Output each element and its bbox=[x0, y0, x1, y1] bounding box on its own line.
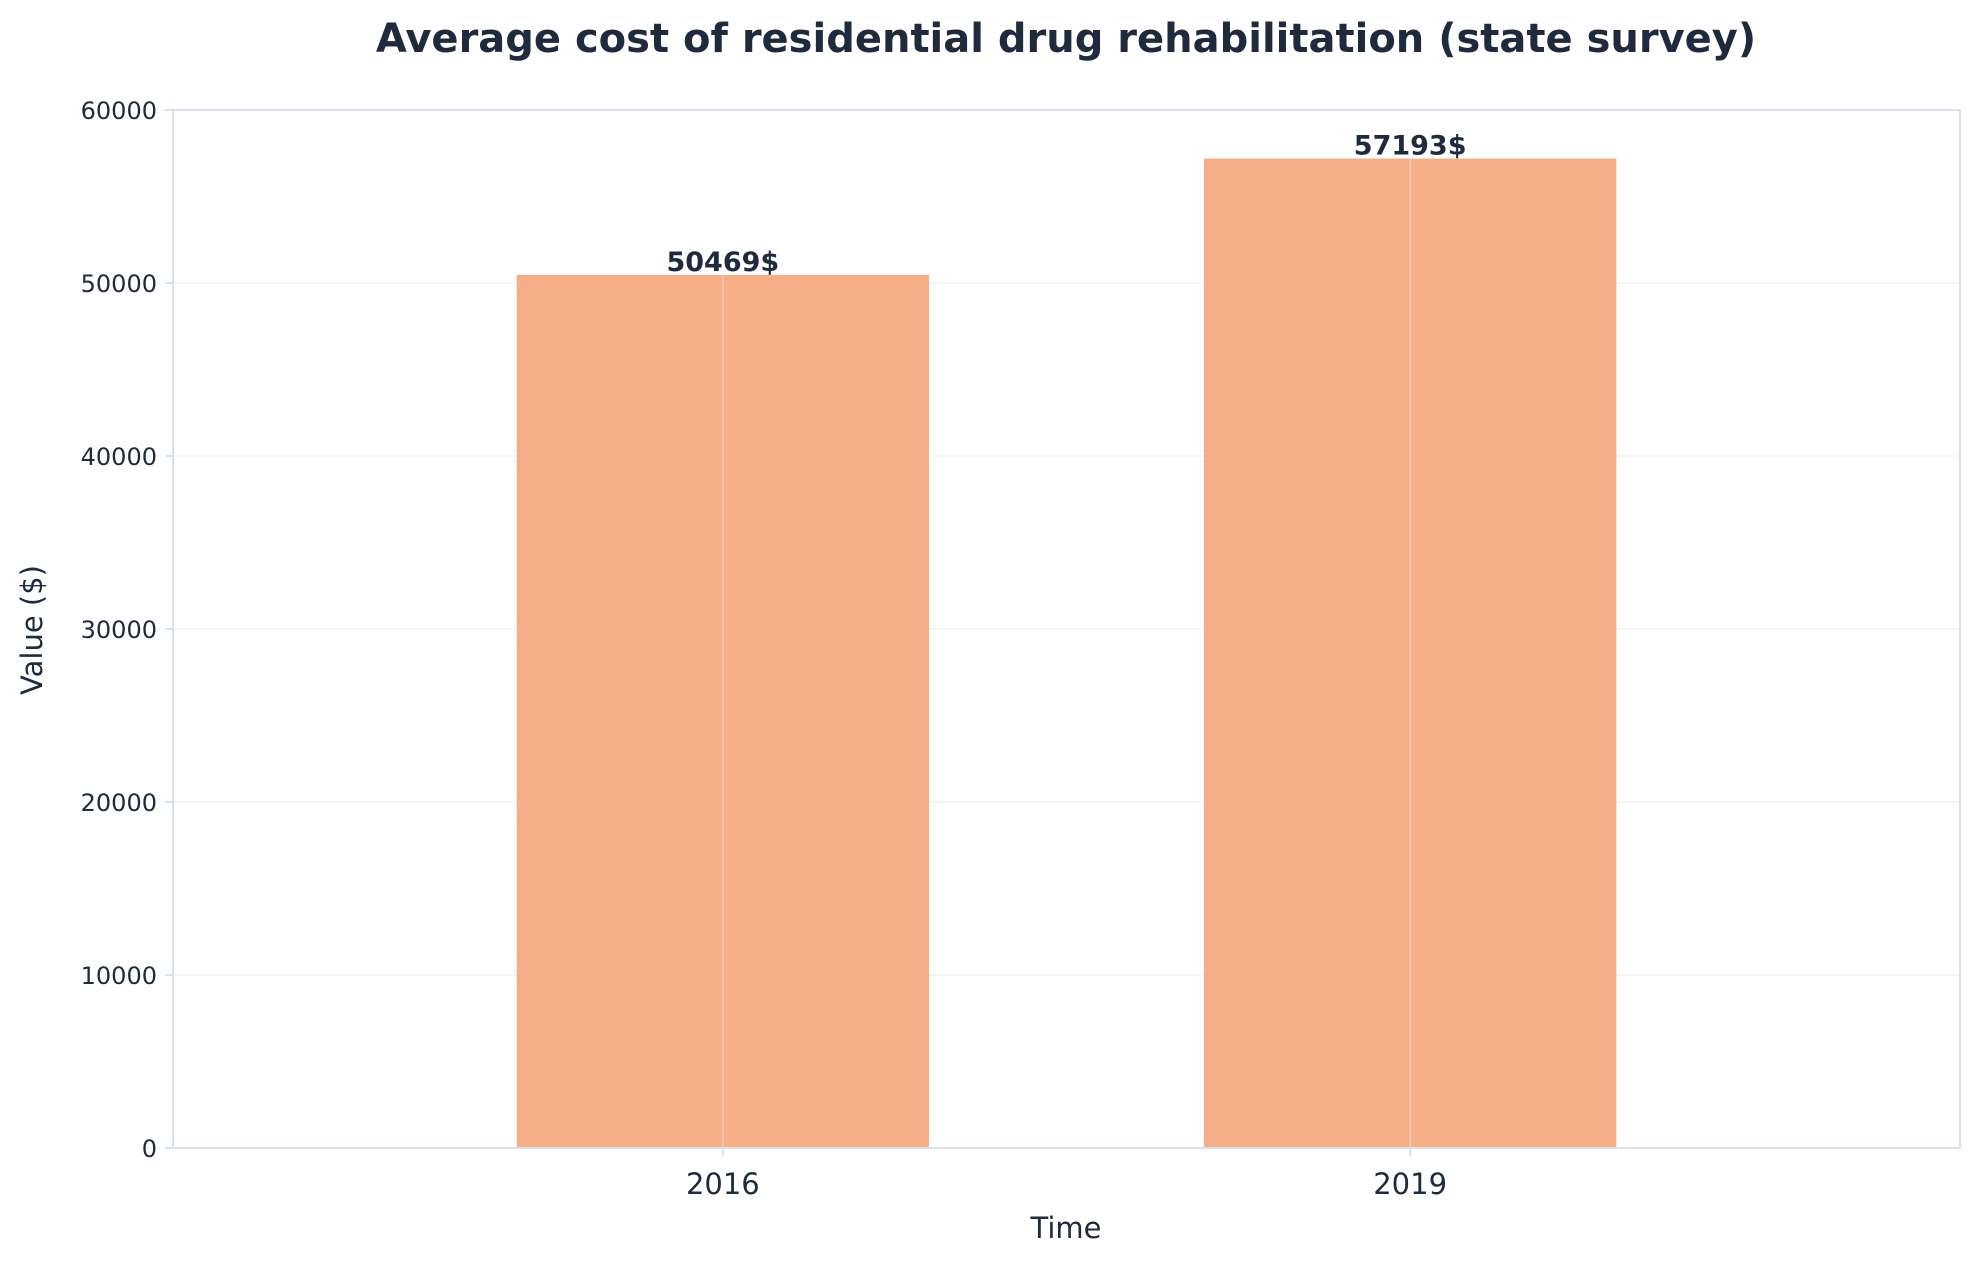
x-tick-label: 2016 bbox=[686, 1167, 760, 1201]
y-tick-label: 60000 bbox=[81, 97, 157, 125]
y-tick-label: 50000 bbox=[81, 270, 157, 298]
data-label: 50469$ bbox=[666, 247, 779, 278]
x-tick-label: 2019 bbox=[1373, 1167, 1447, 1201]
y-axis-ticks: 0 10000 20000 30000 40000 50000 60000 bbox=[81, 97, 173, 1163]
y-tick-label: 0 bbox=[142, 1135, 157, 1163]
x-axis-label: Time bbox=[1030, 1211, 1102, 1245]
data-label: 57193$ bbox=[1354, 131, 1467, 162]
y-tick-label: 10000 bbox=[81, 962, 157, 990]
bars bbox=[516, 158, 1617, 1148]
y-tick-label: 40000 bbox=[81, 443, 157, 471]
vertical-grid-lines bbox=[722, 110, 1411, 1148]
bar-2019 bbox=[1203, 158, 1617, 1148]
y-tick-label: 20000 bbox=[81, 789, 157, 817]
y-tick-label: 30000 bbox=[81, 616, 157, 644]
bar-2016 bbox=[516, 274, 930, 1148]
x-axis-ticks: 2016 2019 bbox=[686, 1148, 1447, 1201]
data-labels: 50469$ 57193$ bbox=[666, 131, 1466, 278]
chart-title: Average cost of residential drug rehabil… bbox=[376, 16, 1756, 62]
y-axis-label: Value ($) bbox=[15, 565, 49, 695]
